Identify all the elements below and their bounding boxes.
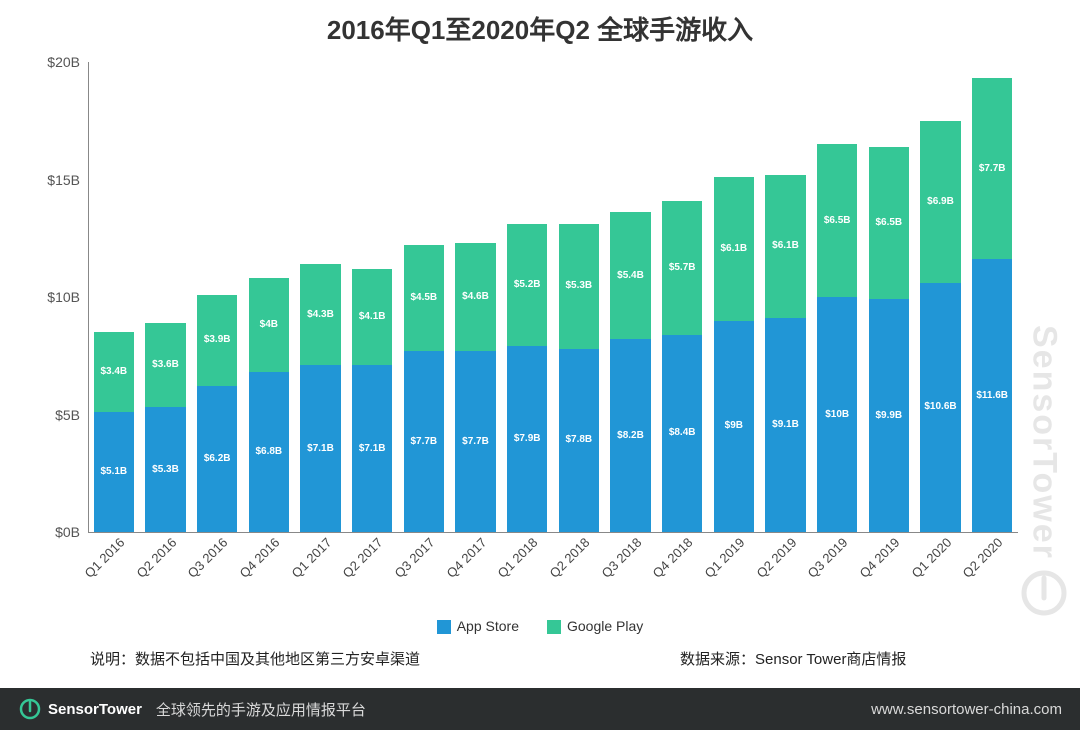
bar-column: $6.8B $4B [249,278,289,532]
bar-value-label: $4.1B [352,312,392,322]
footer-tagline: 全球领先的手游及应用情报平台 [156,699,366,720]
x-tick-label: Q4 2019 [854,532,903,581]
x-tick-label: Q3 2016 [182,532,231,581]
legend-item: App Store [437,618,519,634]
y-tick-label: $20B [47,54,88,70]
bar-value-label: $3.6B [145,360,185,370]
bar-value-label: $5.3B [145,465,185,475]
bar-value-label: $8.4B [662,428,702,438]
y-tick-label: $0B [55,524,88,540]
legend-swatch [437,620,451,634]
bar-value-label: $7.7B [455,437,495,447]
bar-value-label: $11.6B [972,391,1012,401]
bar-value-label: $7.1B [300,444,340,454]
bar-value-label: $5.1B [94,467,134,477]
bar-column: $7.8B $5.3B [559,224,599,532]
legend-swatch [547,620,561,634]
watermark-icon [1019,568,1069,618]
x-tick-label: Q1 2020 [905,532,954,581]
watermark: SensorTower [1014,90,1074,618]
bar-value-label: $6.1B [765,241,805,251]
bar-column: $8.4B $5.7B [662,201,702,532]
bar-value-label: $10.6B [920,402,960,412]
bar-column: $7.7B $4.6B [455,243,495,532]
x-tick-label: Q2 2020 [957,532,1006,581]
chart-title: 2016年Q1至2020年Q2 全球手游收入 [0,10,1080,47]
bar-value-label: $4.5B [404,293,444,303]
bar-value-label: $6.8B [249,447,289,457]
bar-value-label: $6.9B [920,197,960,207]
bar-value-label: $4.3B [300,310,340,320]
watermark-text: SensorTower [1025,325,1064,560]
bar-column: $8.2B $5.4B [610,212,650,532]
bar-value-label: $3.4B [94,367,134,377]
x-tick-label: Q2 2018 [544,532,593,581]
bar-value-label: $7.7B [972,164,1012,174]
bar-value-label: $6.2B [197,454,237,464]
bar-value-label: $10B [817,410,857,420]
footer-url: www.sensortower-china.com [871,701,1062,718]
x-tick-label: Q3 2019 [802,532,851,581]
x-tick-label: Q4 2016 [234,532,283,581]
footer-bar: SensorTower 全球领先的手游及应用情报平台 www.sensortow… [0,688,1080,730]
x-tick-label: Q2 2016 [130,532,179,581]
chart-plot: $0B$5B$10B$15B$20B$5.1B$3.4BQ1 2016$5.3B… [88,62,1018,532]
bar-value-label: $6.1B [714,244,754,254]
x-tick-label: Q3 2018 [595,532,644,581]
chart-area: 2016年Q1至2020年Q2 全球手游收入 $0B $5B $10B $15B $20… [0,0,1080,688]
x-tick-label: Q1 2018 [492,532,541,581]
bar-column: $10.6B $6.9B [920,121,960,532]
y-tick-label: $5B [55,407,88,423]
bar-value-label: $5.3B [559,281,599,291]
footer-logo: SensorTower [18,697,142,721]
bar-value-label: $4B [249,320,289,330]
bar-column: $5.3B $3.6B [145,323,185,532]
legend-item: Google Play [547,618,643,634]
bar-column: $6.2B $3.9B [197,295,237,532]
x-tick-label: Q3 2017 [389,532,438,581]
bar-value-label: $6.5B [869,218,909,228]
bar-column: $5.1B $3.4B [94,332,134,532]
bar-value-label: $9B [714,421,754,431]
y-tick-label: $15B [47,172,88,188]
bar-column: $9B $6.1B [714,177,754,532]
bar-column: $11.6B $7.7B [972,78,1012,532]
bar-column: $10B $6.5B [817,144,857,532]
bar-value-label: $4.6B [455,292,495,302]
bar-value-label: $5.4B [610,271,650,281]
x-tick-label: Q4 2018 [647,532,696,581]
sensortower-icon [18,697,42,721]
bar-column: $7.9B $5.2B [507,224,547,532]
x-tick-label: Q2 2019 [750,532,799,581]
legend-label: Google Play [567,618,643,634]
bar-value-label: $5.7B [662,263,702,273]
bar-column: $7.1B $4.1B [352,269,392,532]
x-tick-label: Q2 2017 [337,532,386,581]
x-axis-line [88,532,1018,533]
footnote-right: 数据来源：Sensor Tower商店情报 [680,648,906,669]
bar-column: $9.1B $6.1B [765,175,805,532]
footer-brand: SensorTower [48,701,142,718]
footnote-left: 说明：数据不包括中国及其他地区第三方安卓渠道 [90,648,420,669]
bar-column: $7.1B $4.3B [300,264,340,532]
legend-label: App Store [457,618,519,634]
bar-value-label: $9.9B [869,411,909,421]
bar-value-label: $7.9B [507,434,547,444]
y-axis-line [88,62,89,532]
bar-value-label: $7.1B [352,444,392,454]
bar-value-label: $5.2B [507,280,547,290]
legend: App Store Google Play [0,618,1080,634]
bar-column: $9.9B $6.5B [869,147,909,532]
bar-value-label: $7.8B [559,435,599,445]
bar-value-label: $8.2B [610,431,650,441]
x-tick-label: Q4 2017 [440,532,489,581]
bar-value-label: $3.9B [197,335,237,345]
y-tick-label: $10B [47,289,88,305]
bar-column: $7.7B $4.5B [404,245,444,532]
bar-value-label: $6.5B [817,216,857,226]
bar-value-label: $7.7B [404,437,444,447]
x-tick-label: Q1 2019 [699,532,748,581]
x-tick-label: Q1 2017 [285,532,334,581]
bar-value-label: $9.1B [765,420,805,430]
